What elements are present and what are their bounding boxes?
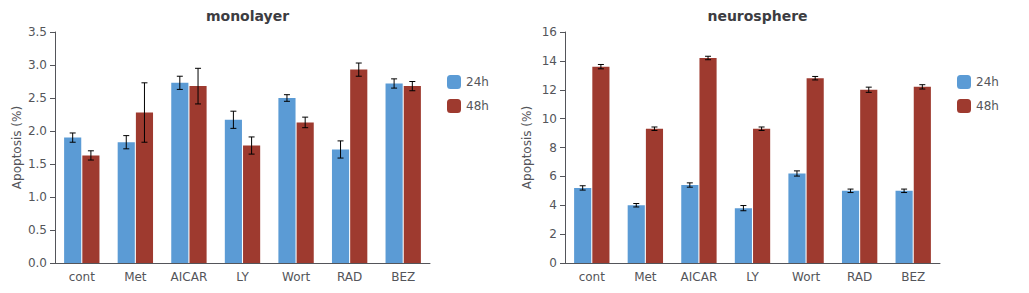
svg-text:RAD: RAD xyxy=(337,270,362,284)
svg-text:Met: Met xyxy=(634,270,657,284)
svg-text:2.5: 2.5 xyxy=(28,91,47,105)
svg-text:LY: LY xyxy=(746,270,759,284)
svg-text:3.5: 3.5 xyxy=(28,25,47,39)
svg-text:3.0: 3.0 xyxy=(28,58,47,72)
svg-text:neurosphere: neurosphere xyxy=(707,8,807,24)
svg-text:cont: cont xyxy=(69,270,96,284)
svg-text:monolayer: monolayer xyxy=(206,8,289,24)
svg-text:0.5: 0.5 xyxy=(28,223,47,237)
svg-text:BEZ: BEZ xyxy=(391,270,415,284)
svg-text:4: 4 xyxy=(549,198,557,212)
svg-text:0: 0 xyxy=(549,256,557,270)
svg-text:1.5: 1.5 xyxy=(28,157,47,171)
svg-text:2: 2 xyxy=(549,227,557,241)
svg-text:Wort: Wort xyxy=(792,270,820,284)
svg-text:8: 8 xyxy=(549,141,557,155)
svg-text:24h: 24h xyxy=(466,75,489,89)
svg-text:Wort: Wort xyxy=(282,270,310,284)
svg-text:AICAR: AICAR xyxy=(681,270,718,284)
svg-text:BEZ: BEZ xyxy=(901,270,925,284)
svg-text:48h: 48h xyxy=(466,99,489,113)
svg-text:16: 16 xyxy=(542,25,557,39)
svg-text:Apoptosis (%): Apoptosis (%) xyxy=(520,106,534,189)
svg-text:0.0: 0.0 xyxy=(28,256,47,270)
svg-text:cont: cont xyxy=(579,270,606,284)
svg-text:Apoptosis (%): Apoptosis (%) xyxy=(10,106,24,189)
svg-text:10: 10 xyxy=(542,112,557,126)
svg-text:14: 14 xyxy=(542,54,557,68)
svg-text:Met: Met xyxy=(124,270,147,284)
svg-text:24h: 24h xyxy=(976,75,999,89)
svg-text:1.0: 1.0 xyxy=(28,190,47,204)
svg-text:6: 6 xyxy=(549,169,557,183)
svg-text:48h: 48h xyxy=(976,99,999,113)
svg-text:AICAR: AICAR xyxy=(171,270,208,284)
svg-text:LY: LY xyxy=(236,270,249,284)
svg-text:2.0: 2.0 xyxy=(28,124,47,138)
svg-text:RAD: RAD xyxy=(847,270,872,284)
svg-text:12: 12 xyxy=(542,83,557,97)
